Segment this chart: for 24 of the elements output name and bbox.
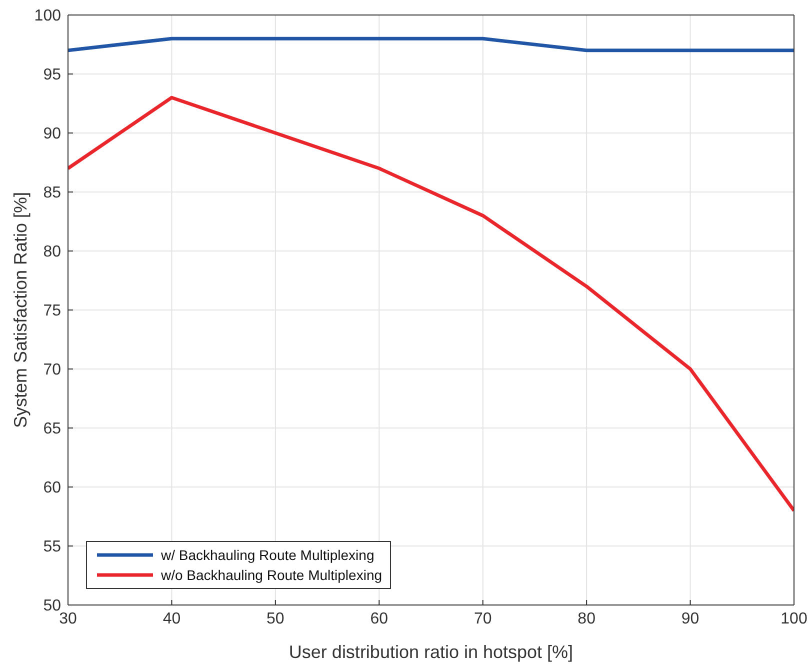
x-tick-label: 50 [266,610,284,628]
y-tick-label: 75 [43,302,62,320]
x-tick-label: 90 [681,610,700,628]
x-axis-title: User distribution ratio in hotspot [%] [288,642,574,662]
y-axis-title: System Satisfaction Ratio [%] [10,192,30,428]
y-tick-label: 65 [43,420,62,438]
y-tick-label: 55 [43,538,62,556]
y-tick-label: 50 [43,598,62,615]
y-tick-label: 80 [43,244,62,261]
y-tick-label: 60 [43,480,62,497]
x-tick-label: 30 [59,610,77,628]
x-tick-label: 40 [162,610,181,628]
line-series [68,96,794,512]
legend-label: w/ Backhauling Route Multiplexing [161,546,374,565]
y-tick-label: 95 [43,66,62,84]
legend-label: w/o Backhauling Route Multiplexing [161,566,382,585]
x-tick-label: 100 [780,610,808,628]
x-tick-label: 60 [370,610,388,628]
y-tick-label: 90 [43,126,62,143]
y-tick-label: 85 [43,184,62,202]
y-tick-label: 70 [43,362,62,379]
x-tick-label: 80 [578,610,596,628]
y-tick-label: 100 [34,8,62,25]
x-tick-label: 70 [474,610,492,628]
